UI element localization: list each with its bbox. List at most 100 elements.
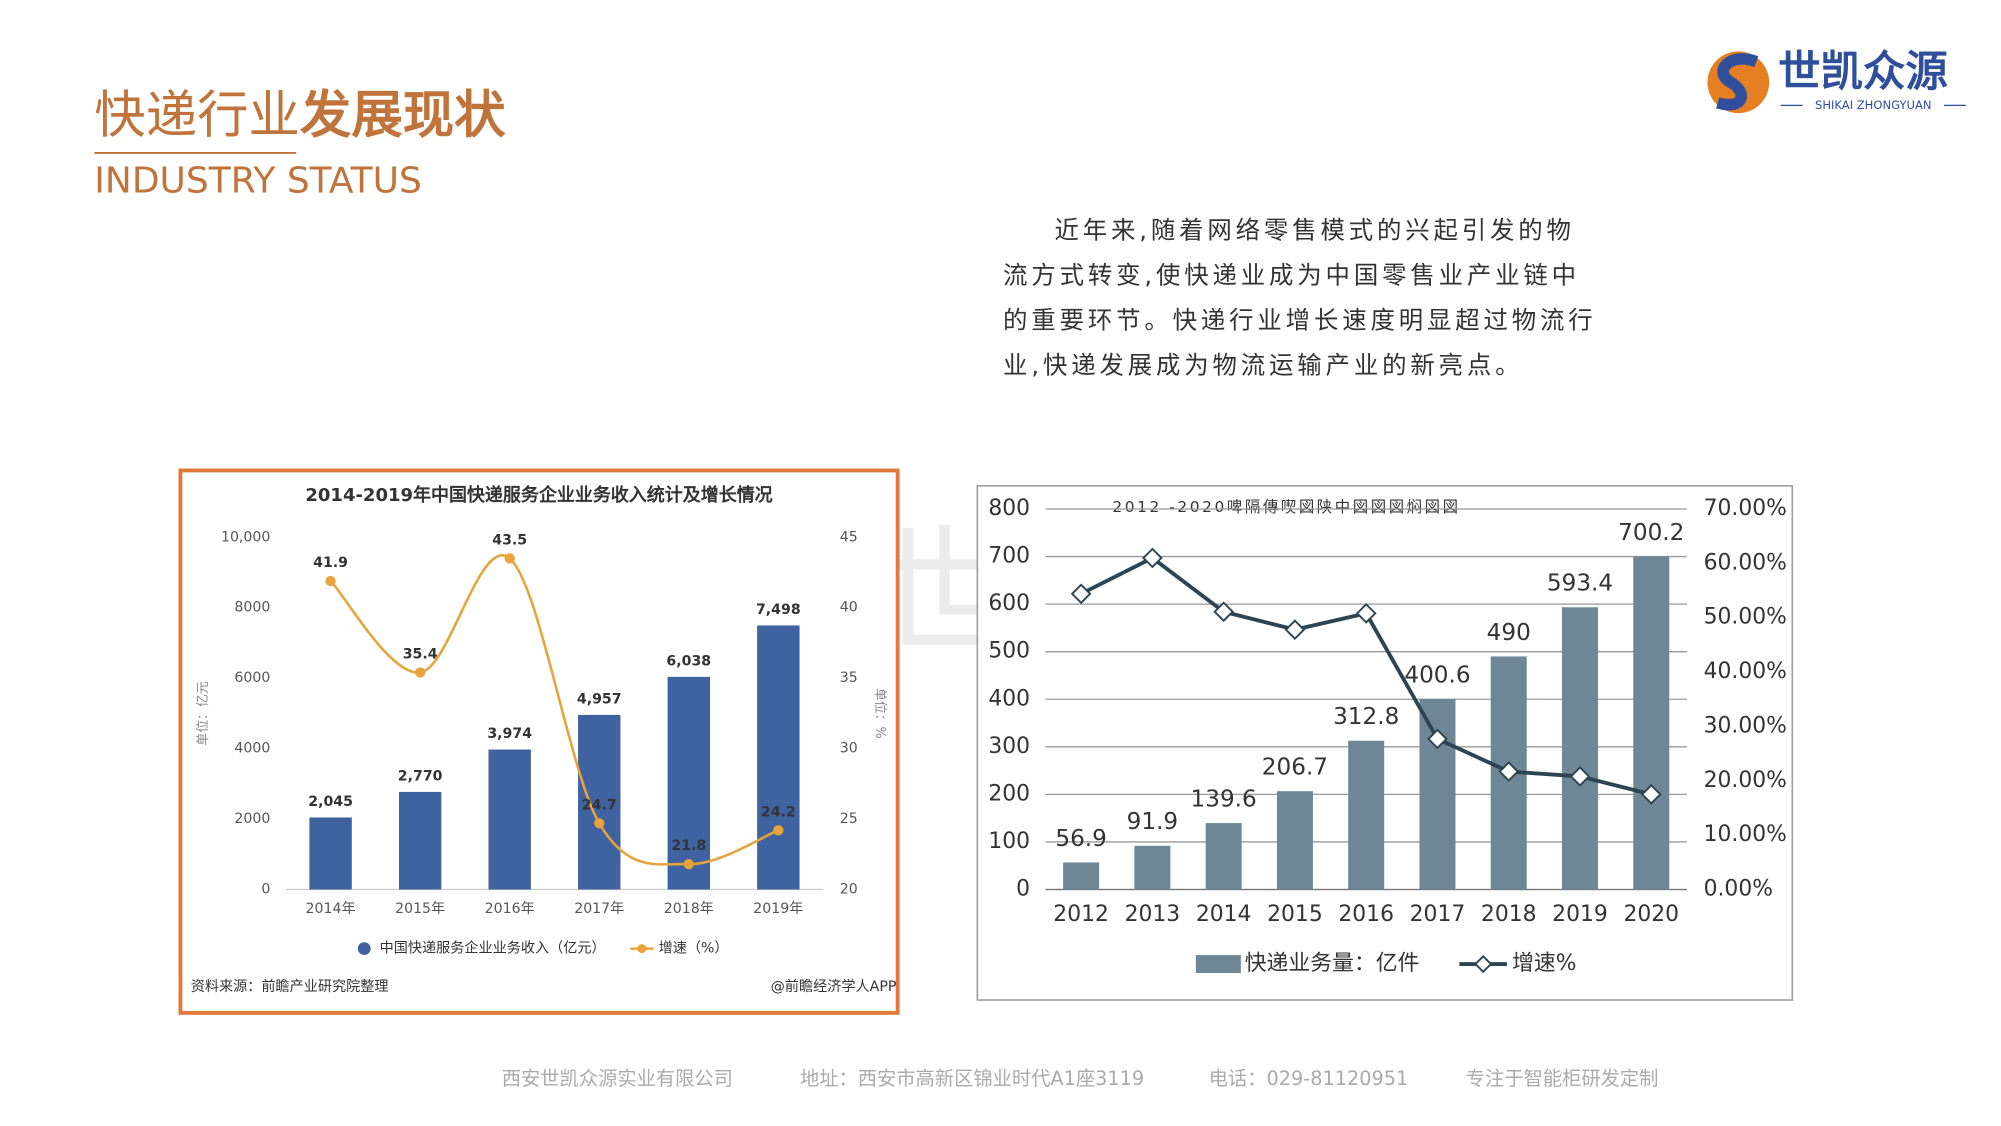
y-axis-label: 单位：亿元 (196, 681, 211, 745)
bar (1633, 556, 1670, 890)
x-tick-label: 2018年 (664, 901, 714, 917)
bar (488, 749, 531, 890)
y2-tick-label: 60.00% (1704, 550, 1787, 575)
line-marker (504, 553, 515, 564)
line-marker (1213, 601, 1235, 623)
data-label: 35.4 (403, 647, 438, 663)
chart: 2014-2019年中国快递服务企业业务收入统计及增长情况 0 2000 4000 60… (191, 484, 897, 995)
legend-label: 增速% (1512, 951, 1576, 976)
line-marker (1498, 761, 1520, 782)
line-marker (683, 858, 694, 870)
title-light: 快递行业 (94, 85, 300, 145)
legend-swatch (1195, 955, 1241, 974)
y2-tick-label: 50.00% (1704, 605, 1787, 630)
y-tick-label: 8000 (234, 600, 270, 616)
legend-swatch (637, 944, 647, 954)
y-tick-label: 300 (988, 734, 1030, 759)
data-label: 24.2 (761, 804, 796, 820)
paragraph-line: 的重要环节。快递行业增长速度明显超过物流行 (1003, 305, 1597, 334)
data-label: 7,498 (756, 602, 801, 618)
y-tick-label: 2000 (234, 811, 270, 827)
y2-tick-label: 30 (840, 741, 858, 757)
data-label: 91.9 (1127, 809, 1179, 835)
data-label: 41.9 (313, 555, 348, 571)
x-tick-label: 2017年 (574, 901, 624, 917)
bar (1276, 791, 1313, 890)
paragraph-line: 业,快递发展成为物流运输产业的新亮点。 (1003, 350, 1523, 379)
page-subtitle: INDUSTRY STATUS (94, 161, 422, 202)
logo-name: 世凯众源 (1778, 48, 1948, 97)
y-tick-label: 400 (988, 686, 1030, 711)
x-tick-label: 2014 (1196, 902, 1252, 927)
line-marker (594, 818, 605, 829)
source: 资料来源：前瞻产业研究院整理 (191, 978, 389, 995)
bar (1063, 862, 1100, 890)
x-tick-label: 2013 (1125, 902, 1181, 927)
line-marker (1640, 784, 1662, 805)
chart: 2012 -2020啤隔傳喫図陕中図図図焖図図 0 100 200 300 400 500 6… (988, 496, 1787, 976)
chart-title: 2012 -2020啤隔傳喫図陕中図図図焖図図 (1112, 498, 1460, 516)
footer-item: 专注于智能柜研发定制 (1466, 1067, 1659, 1090)
x-tick-label: 2015 (1267, 902, 1323, 927)
footer: 西安世凯众源实业有限公司 地址：西安市高新区锦业时代A1座3119 电话：029… (502, 1067, 1659, 1090)
y-tick-label: 100 (988, 829, 1030, 854)
line-marker (415, 667, 426, 678)
bar (757, 625, 800, 890)
y2-tick-label: 40.00% (1704, 659, 1787, 684)
data-label: 700.2 (1618, 520, 1684, 546)
line-marker (1355, 603, 1377, 624)
bar (1348, 740, 1385, 890)
footer-item: 电话：029-81120951 (1209, 1067, 1409, 1090)
bar (309, 817, 352, 890)
legend-swatch (357, 942, 371, 956)
line-marker (1142, 547, 1163, 569)
y2-axis-label: 单位：% (872, 688, 887, 739)
y-tick-label: 4000 (234, 741, 270, 757)
data-label: 2,770 (398, 769, 443, 785)
page-title: 快递行业发展现状 (94, 85, 506, 145)
data-label: 56.9 (1055, 826, 1107, 852)
x-tick-label: 2016 (1338, 902, 1394, 927)
y2-tick-label: 40 (840, 600, 858, 616)
logo-tagline: SHIKAI ZHONGYUAN (1815, 98, 1932, 112)
y2-tick-label: 25 (840, 811, 858, 827)
x-tick-label: 2018 (1481, 902, 1537, 927)
y-tick-label: 0 (261, 881, 270, 897)
line-marker (1070, 583, 1092, 605)
y-tick-label: 6000 (234, 670, 270, 686)
y2-tick-label: 20.00% (1704, 768, 1787, 793)
line-marker (1284, 619, 1306, 641)
credit: @前瞻经济学人APP (771, 978, 897, 995)
data-label: 139.6 (1191, 786, 1257, 812)
x-tick-label: 2019 (1552, 902, 1608, 927)
logo: 世凯众源 SHIKAI ZHONGYUAN (1707, 48, 1966, 114)
legend-swatch (1474, 954, 1493, 974)
y-tick-label: 500 (988, 639, 1030, 664)
x-tick-label: 2012 (1053, 902, 1109, 927)
paragraph-line: 近年来,随着网络零售模式的兴起引发的物 (1054, 215, 1574, 244)
chart-title: 2014-2019年中国快递服务企业业务收入统计及增长情况 (305, 484, 772, 506)
data-label: 3,974 (487, 726, 532, 742)
data-label: 206.7 (1262, 755, 1328, 781)
y-tick-label: 600 (988, 591, 1030, 616)
y2-tick-label: 10.00% (1704, 822, 1787, 847)
y-tick-label: 10,000 (221, 529, 270, 545)
data-label: 4,957 (577, 691, 622, 707)
data-label: 312.8 (1333, 704, 1399, 730)
legend-label: 增速（%） (659, 941, 729, 957)
footer-item: 地址：西安市高新区锦业时代A1座3119 (800, 1067, 1144, 1090)
y-tick-label: 0 (1016, 876, 1030, 901)
bar (667, 676, 711, 890)
legend-label: 快递业务量：亿件 (1245, 951, 1420, 976)
line-marker (1427, 728, 1448, 750)
y2-tick-label: 20 (840, 881, 858, 897)
line-marker (1569, 766, 1591, 787)
y2-tick-label: 70.00% (1704, 496, 1787, 521)
line-marker (325, 575, 336, 587)
y-tick-label: 800 (988, 496, 1030, 521)
y2-tick-label: 35 (840, 670, 858, 686)
data-label: 400.6 (1404, 662, 1470, 688)
data-label: 43.5 (492, 532, 527, 548)
